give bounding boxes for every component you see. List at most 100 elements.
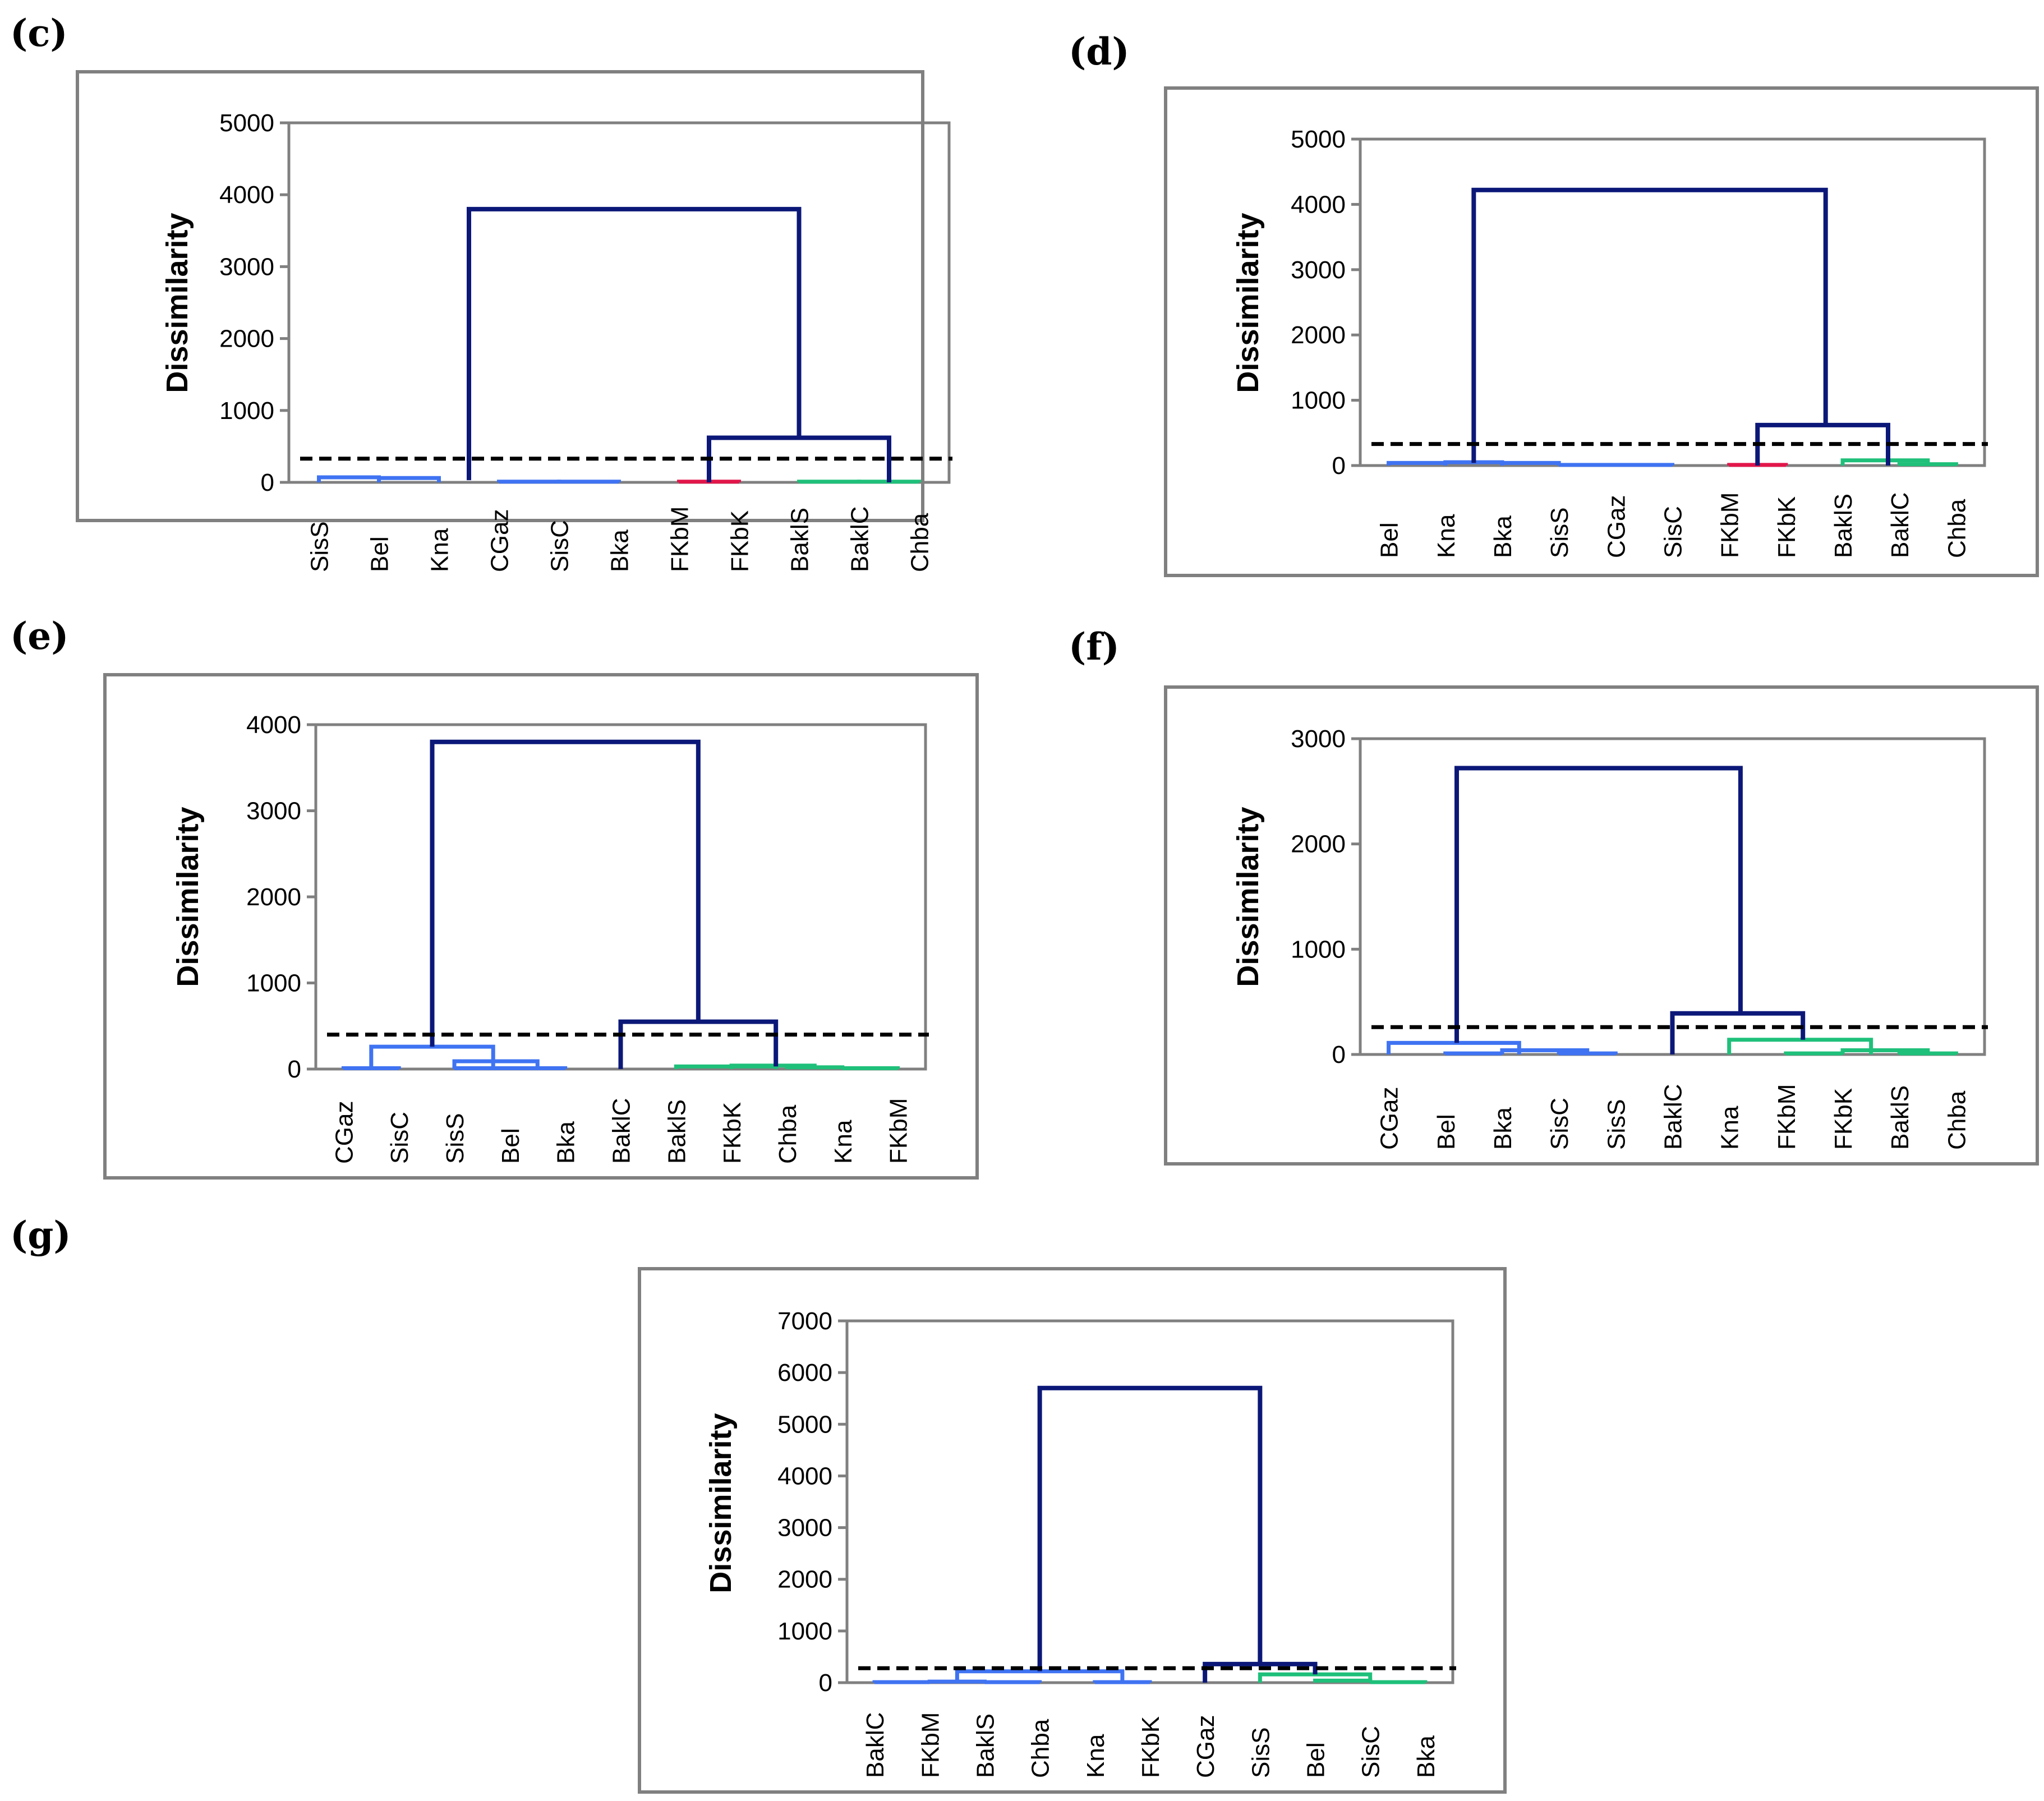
dendrogram-cluster-link (377, 476, 441, 482)
leaf-label: FKbK (1137, 1716, 1164, 1778)
y-tick-label: 0 (261, 469, 274, 496)
leaf-label: BaklC (1886, 492, 1914, 558)
dendrogram-panel-e: (e) 0 1000 2000 3000 4000 Dissimilarity CGaz Sis… (10, 614, 979, 1180)
dendrogram-cluster-link (1897, 462, 1958, 467)
dendrogram-cluster-link (1727, 1038, 1873, 1054)
y-tick-label: 4000 (777, 1462, 832, 1490)
dendrogram-cluster-link (1443, 1051, 1504, 1056)
panel-frame (638, 1267, 1507, 1794)
panel-label: (g) (10, 1213, 71, 1257)
leaf-label: BaklC (862, 1712, 889, 1778)
leaf-label: BaklC (1660, 1084, 1687, 1150)
leaf-label: FKbK (719, 1102, 746, 1164)
y-axis-title: Dissimilarity (171, 807, 205, 987)
dendrogram-main-link (1037, 1385, 1263, 1671)
dendrogram-cluster-link (1897, 1051, 1958, 1056)
leaf-label: Bka (1489, 1107, 1517, 1150)
leaf-label: CGaz (1192, 1715, 1219, 1778)
y-axis-title: Dissimilarity (160, 213, 194, 393)
leaf-label: CGaz (1376, 1087, 1403, 1150)
leaf-label: Bel (1433, 1114, 1460, 1150)
y-tick-label: 5000 (1291, 126, 1346, 153)
leaf-label: SisS (441, 1113, 469, 1164)
y-tick-label: 0 (1332, 1041, 1346, 1068)
panel-frame (1164, 685, 2039, 1166)
dendrogram-cluster-link (674, 1064, 778, 1069)
y-tick-label: 1000 (1291, 936, 1346, 963)
y-tick-label: 5000 (777, 1411, 832, 1438)
y-tick-label: 2000 (219, 325, 274, 353)
y-tick-label: 4000 (246, 711, 301, 739)
panel-frame (1164, 86, 2039, 577)
panel-frame (103, 673, 979, 1180)
leaf-label: SisC (386, 1112, 413, 1164)
dendrogram-main-link (1454, 766, 1743, 1043)
y-tick-label: 2000 (246, 883, 301, 911)
y-tick-label: 1000 (1291, 387, 1346, 414)
leaf-label: Bel (1376, 522, 1403, 558)
dendrogram-main-link (467, 206, 802, 481)
dendrogram-main-link (430, 739, 701, 1047)
leaf-label: Kna (1716, 1106, 1744, 1150)
dendrogram-cluster-link (1387, 1040, 1521, 1054)
y-tick-label: 4000 (219, 181, 274, 209)
panel-label: (d) (1069, 30, 1130, 73)
y-axis-title: Dissimilarity (704, 1413, 738, 1593)
dendrogram-panel-c: (c) 0 1000 2000 3000 4000 5000 Dissimilarity Sis… (10, 11, 952, 572)
y-tick-label: 0 (1332, 452, 1346, 480)
dendrogram-cluster-link (1368, 1680, 1428, 1684)
leaf-label: BaklC (846, 506, 874, 572)
leaf-label: BaklS (1830, 494, 1857, 558)
dendrogram-cluster-link (1557, 463, 1674, 467)
panel-label: (e) (10, 614, 68, 658)
y-tick-label: 1000 (219, 397, 274, 425)
y-tick-label: 1000 (246, 970, 301, 997)
dendrogram-cluster-link (1557, 1051, 1618, 1056)
leaf-label: FKbM (885, 1098, 913, 1164)
y-tick-label: 0 (288, 1056, 301, 1083)
y-tick-label: 4000 (1291, 191, 1346, 218)
dendrogram-cluster-link (1258, 1672, 1373, 1683)
leaf-label: SisC (1546, 1098, 1573, 1150)
leaf-label: Kna (426, 528, 454, 572)
dendrogram-panel-f: (f) 0 1000 2000 3000 Dissimilarity CGaz Bel Bka S… (1069, 625, 2039, 1166)
leaf-label: FKbM (917, 1712, 944, 1778)
y-tick-label: 3000 (777, 1514, 832, 1542)
y-tick-label: 3000 (246, 798, 301, 825)
y-tick-label: 5000 (219, 109, 274, 137)
leaf-label: SisC (546, 520, 574, 572)
leaf-label: CGaz (1603, 495, 1630, 558)
leaf-label: SisC (1357, 1726, 1385, 1778)
y-tick-label: 3000 (1291, 256, 1346, 284)
leaf-label: BaklS (972, 1714, 999, 1778)
dendrogram-main-link (1203, 1661, 1318, 1683)
leaf-label: Bka (606, 529, 634, 572)
y-axis-title: Dissimilarity (1231, 807, 1265, 987)
leaf-label: Bka (1412, 1735, 1440, 1778)
leaf-label: FKbM (1716, 492, 1744, 558)
y-axis-title: Dissimilarity (1231, 213, 1265, 393)
leaf-label: FKbM (666, 506, 694, 572)
panel-label: (c) (10, 11, 68, 55)
leaf-label: FKbK (1773, 496, 1801, 558)
leaf-label: Chba (906, 513, 934, 572)
y-tick-label: 3000 (1291, 725, 1346, 753)
leaf-label: Kna (1082, 1734, 1110, 1778)
leaf-label: SisS (1546, 508, 1573, 558)
y-tick-label: 3000 (219, 253, 274, 280)
leaf-label: Bka (1489, 515, 1517, 558)
leaf-label: SisS (306, 522, 334, 572)
panel-label: (f) (1069, 625, 1120, 669)
leaf-label: BaklC (608, 1098, 636, 1164)
y-tick-label: 0 (819, 1669, 832, 1697)
leaf-label: Chba (1943, 1090, 1971, 1150)
leaf-label: Chba (1943, 499, 1971, 558)
dendrogram-panel-d: (d) 0 1000 2000 3000 4000 5000 Dissimilarity Bel… (1069, 30, 2039, 577)
leaf-label: Chba (774, 1104, 802, 1164)
leaf-label: CGaz (486, 509, 514, 572)
panel-frame (76, 70, 924, 522)
leaf-label: SisC (1660, 506, 1687, 558)
y-tick-label: 6000 (777, 1359, 832, 1387)
